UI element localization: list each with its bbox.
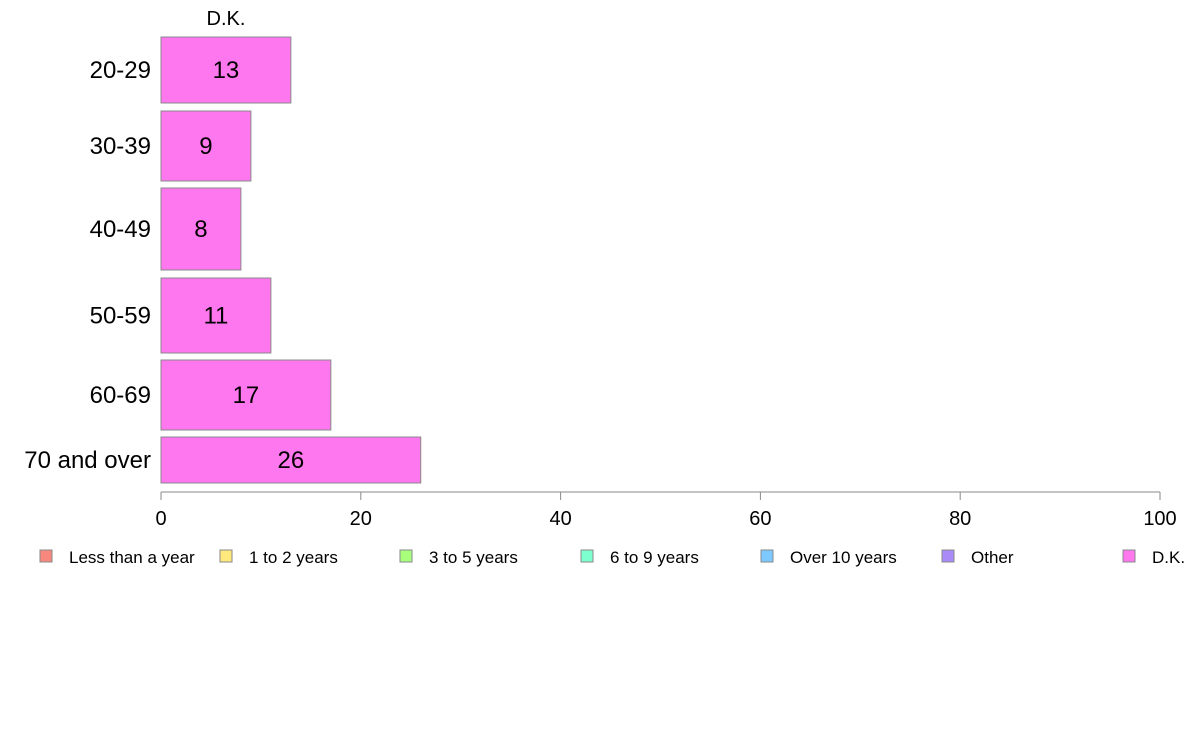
- legend-swatch: [580, 549, 594, 563]
- bar-value-label: 26: [278, 447, 305, 474]
- legend-label: D.K.: [1152, 548, 1185, 567]
- series-heading: D.K.: [207, 8, 246, 30]
- legend-label: Other: [971, 548, 1014, 567]
- legend: Less than a year 1 to 2 years 3 to 5 years…: [39, 548, 1185, 567]
- x-axis: 0 20 40 60 80 100: [155, 491, 1177, 530]
- category-label: 70 and over: [24, 447, 151, 474]
- x-tick-label: 0: [155, 508, 166, 530]
- bar-value-label: 9: [199, 133, 212, 160]
- bar: [160, 436, 422, 484]
- legend-swatch: [399, 549, 413, 563]
- bar-value-label: 13: [213, 57, 240, 84]
- bar-value-label: 11: [203, 303, 228, 330]
- legend-label: 6 to 9 years: [610, 548, 699, 567]
- category-label: 40-49: [90, 216, 151, 243]
- bar-value-label: 17: [233, 382, 260, 409]
- x-tick-label: 40: [549, 508, 571, 530]
- x-tick-label: 20: [350, 508, 372, 530]
- legend-label: Over 10 years: [790, 548, 897, 567]
- legend-label: 3 to 5 years: [429, 548, 518, 567]
- bars-group: 13 20-29 9 30-39 8 40-49 11 50-59 17 60-69 26 70 an…: [24, 36, 422, 484]
- bar: [160, 110, 252, 182]
- category-label: 50-59: [90, 303, 151, 330]
- legend-label: 1 to 2 years: [249, 548, 338, 567]
- category-label: 60-69: [90, 382, 151, 409]
- legend-swatch: [39, 549, 53, 563]
- legend-swatch: [760, 549, 774, 563]
- legend-swatch: [941, 549, 955, 563]
- category-label: 30-39: [90, 133, 151, 160]
- bar: [160, 36, 292, 104]
- x-tick-label: 80: [949, 508, 971, 530]
- x-tick-label: 100: [1143, 508, 1176, 530]
- x-tick-label: 60: [749, 508, 771, 530]
- bar: [160, 187, 242, 271]
- category-label: 20-29: [90, 57, 151, 84]
- bar: [160, 359, 332, 431]
- legend-swatch: [219, 549, 233, 563]
- bar-value-label: 8: [194, 216, 207, 243]
- bar: [160, 277, 272, 354]
- legend-swatch: [1122, 549, 1136, 563]
- legend-label: Less than a year: [69, 548, 195, 567]
